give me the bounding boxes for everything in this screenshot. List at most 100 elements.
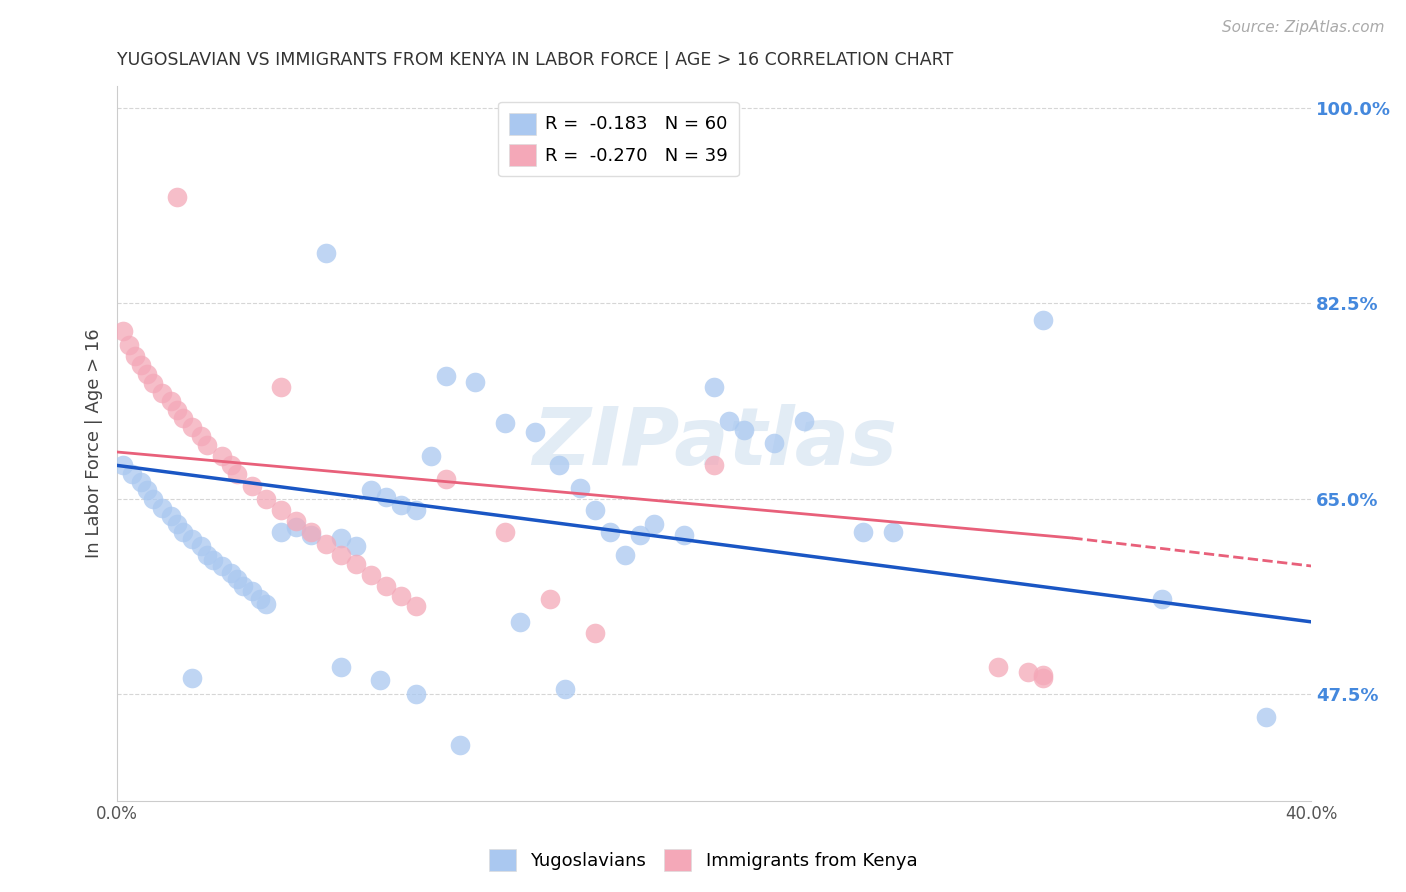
Point xyxy=(389,589,412,603)
Point xyxy=(673,527,696,541)
Text: Source: ZipAtlas.com: Source: ZipAtlas.com xyxy=(1222,20,1385,35)
Point xyxy=(1031,668,1053,682)
Legend: R =  -0.183   N = 60, R =  -0.270   N = 39: R = -0.183 N = 60, R = -0.270 N = 39 xyxy=(498,102,740,177)
Point xyxy=(405,599,427,614)
Point xyxy=(703,380,725,394)
Point xyxy=(219,458,242,473)
Point xyxy=(449,738,471,752)
Point xyxy=(374,579,396,593)
Point xyxy=(190,539,212,553)
Point xyxy=(219,566,242,580)
Point xyxy=(1150,592,1173,607)
Point xyxy=(762,436,785,450)
Point xyxy=(405,503,427,517)
Point xyxy=(180,420,202,434)
Point xyxy=(129,475,152,490)
Point xyxy=(419,450,441,464)
Point xyxy=(190,429,212,443)
Point xyxy=(232,579,254,593)
Point xyxy=(718,414,741,428)
Point xyxy=(330,548,353,562)
Point xyxy=(136,367,159,381)
Point xyxy=(211,559,233,574)
Point xyxy=(583,626,606,640)
Point xyxy=(142,376,165,390)
Point xyxy=(613,548,636,562)
Point xyxy=(330,531,353,545)
Point xyxy=(464,375,486,389)
Point xyxy=(315,536,337,550)
Point xyxy=(548,458,571,473)
Point xyxy=(538,592,561,607)
Y-axis label: In Labor Force | Age > 16: In Labor Force | Age > 16 xyxy=(86,328,103,558)
Point xyxy=(195,438,218,452)
Point xyxy=(1256,710,1278,724)
Point xyxy=(211,450,233,464)
Point xyxy=(344,557,367,571)
Point xyxy=(240,583,263,598)
Text: ZIPatlas: ZIPatlas xyxy=(531,404,897,482)
Point xyxy=(118,337,141,351)
Point xyxy=(643,516,665,531)
Point xyxy=(360,483,382,497)
Point xyxy=(987,659,1010,673)
Point xyxy=(270,503,292,517)
Point xyxy=(172,525,194,540)
Point xyxy=(254,491,277,506)
Point xyxy=(124,349,146,363)
Point xyxy=(405,688,427,702)
Point xyxy=(1031,671,1053,685)
Point xyxy=(270,525,292,540)
Point xyxy=(142,491,165,506)
Point xyxy=(136,483,159,497)
Point xyxy=(793,414,815,428)
Point xyxy=(1017,665,1039,680)
Point xyxy=(270,380,292,394)
Point xyxy=(315,246,337,260)
Point xyxy=(201,553,224,567)
Point xyxy=(344,539,367,553)
Point xyxy=(112,324,135,338)
Point xyxy=(628,527,651,541)
Point xyxy=(389,498,412,512)
Point xyxy=(299,527,322,541)
Point xyxy=(494,416,516,430)
Point xyxy=(374,490,396,504)
Point xyxy=(180,532,202,546)
Point xyxy=(524,425,547,439)
Point xyxy=(166,402,188,417)
Point xyxy=(249,592,271,607)
Legend: Yugoslavians, Immigrants from Kenya: Yugoslavians, Immigrants from Kenya xyxy=(481,842,925,879)
Point xyxy=(1031,313,1053,327)
Point xyxy=(195,548,218,562)
Point xyxy=(494,525,516,540)
Point xyxy=(599,525,621,540)
Point xyxy=(121,467,143,482)
Point xyxy=(166,516,188,531)
Point xyxy=(166,190,188,204)
Point xyxy=(129,358,152,372)
Point xyxy=(568,481,591,495)
Point xyxy=(554,681,576,696)
Point xyxy=(330,659,353,673)
Point xyxy=(225,467,247,482)
Point xyxy=(299,525,322,540)
Point xyxy=(254,597,277,611)
Point xyxy=(852,525,875,540)
Point xyxy=(368,673,391,687)
Point xyxy=(112,458,135,473)
Point xyxy=(160,508,183,523)
Point xyxy=(225,573,247,587)
Point xyxy=(509,615,531,629)
Point xyxy=(285,520,308,534)
Point xyxy=(150,500,173,515)
Point xyxy=(733,423,755,437)
Point xyxy=(360,568,382,582)
Point xyxy=(240,478,263,492)
Point xyxy=(150,385,173,400)
Point xyxy=(583,503,606,517)
Point xyxy=(172,411,194,425)
Point xyxy=(434,369,457,384)
Point xyxy=(434,472,457,486)
Point xyxy=(285,514,308,528)
